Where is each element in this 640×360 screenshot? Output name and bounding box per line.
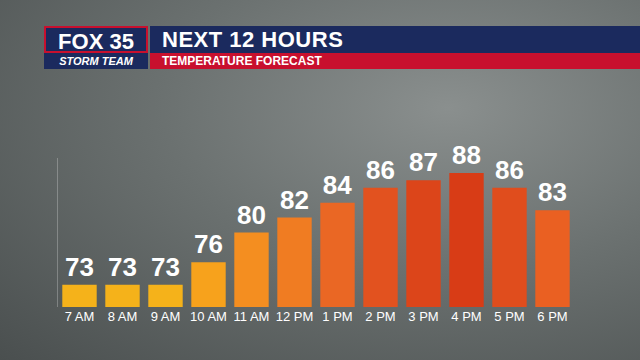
svg-text:76: 76: [194, 229, 223, 259]
svg-text:86: 86: [495, 155, 524, 185]
html-text:STORM TEAM: STORM TEAM: [59, 55, 133, 67]
svg-text:3 PM: 3 PM: [408, 309, 438, 324]
svg-text:12 PM: 12 PM: [276, 309, 314, 324]
svg-text:9 AM: 9 AM: [151, 309, 181, 324]
svg-text:80: 80: [237, 200, 266, 230]
svg-text:86: 86: [366, 155, 395, 185]
svg-text:88: 88: [452, 140, 481, 170]
svg-text:5 PM: 5 PM: [494, 309, 524, 324]
svg-text:82: 82: [280, 185, 309, 215]
svg-text:11 AM: 11 AM: [234, 309, 270, 324]
html-text:TEMPERATURE FORECAST: TEMPERATURE FORECAST: [162, 54, 322, 68]
svg-text:73: 73: [65, 252, 94, 282]
svg-text:7 AM: 7 AM: [65, 309, 95, 324]
svg-text:84: 84: [323, 170, 352, 200]
svg-text:73: 73: [151, 252, 180, 282]
svg-text:8 AM: 8 AM: [108, 309, 138, 324]
svg-text:6 PM: 6 PM: [537, 309, 567, 324]
svg-text:83: 83: [538, 177, 567, 207]
html-text:NEXT 12 HOURS: NEXT 12 HOURS: [162, 27, 344, 52]
svg-text:2 PM: 2 PM: [365, 309, 395, 324]
svg-text:1 PM: 1 PM: [322, 309, 352, 324]
svg-text:4 PM: 4 PM: [451, 309, 481, 324]
svg-text:87: 87: [409, 147, 438, 177]
html-text:FOX 35: FOX 35: [58, 29, 134, 54]
svg-text:10 AM: 10 AM: [190, 309, 227, 324]
svg-text:73: 73: [108, 252, 137, 282]
